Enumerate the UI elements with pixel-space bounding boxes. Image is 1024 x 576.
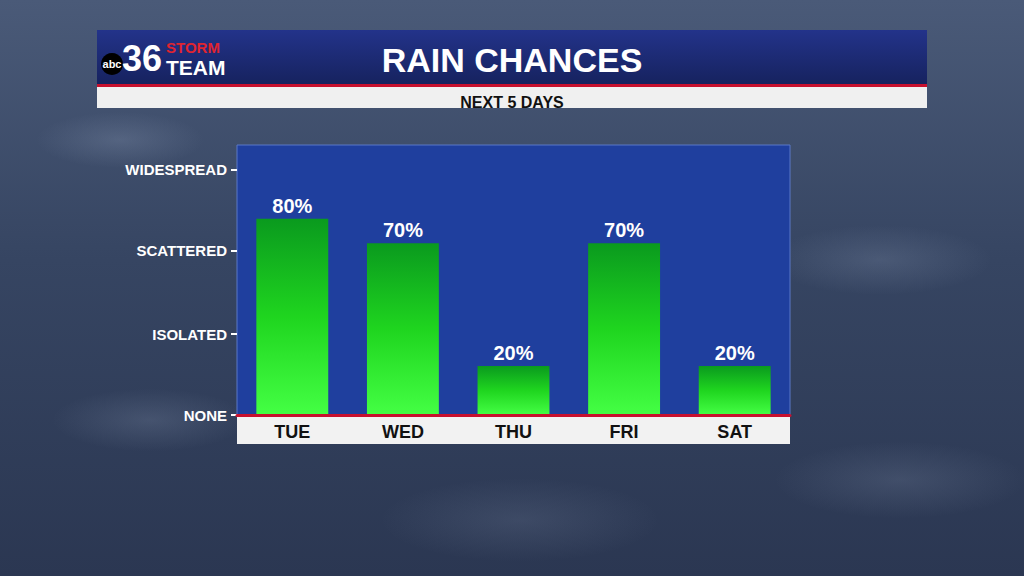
svg-text:20%: 20% xyxy=(493,342,533,364)
svg-text:NONE: NONE xyxy=(184,407,227,424)
svg-text:STORM: STORM xyxy=(166,39,220,56)
svg-text:RAIN CHANCES: RAIN CHANCES xyxy=(382,41,643,79)
svg-text:70%: 70% xyxy=(604,219,644,241)
svg-text:NEXT 5 DAYS: NEXT 5 DAYS xyxy=(460,94,564,111)
svg-text:abc: abc xyxy=(103,58,122,70)
svg-text:FRI: FRI xyxy=(610,422,639,442)
svg-text:WED: WED xyxy=(382,422,424,442)
svg-text:36: 36 xyxy=(122,38,162,79)
svg-text:TEAM: TEAM xyxy=(166,56,226,79)
svg-text:SCATTERED: SCATTERED xyxy=(136,242,227,259)
svg-text:70%: 70% xyxy=(383,219,423,241)
svg-text:TUE: TUE xyxy=(274,422,310,442)
svg-text:THU: THU xyxy=(495,422,532,442)
svg-text:ISOLATED: ISOLATED xyxy=(152,326,227,343)
svg-text:SAT: SAT xyxy=(717,422,752,442)
svg-text:WIDESPREAD: WIDESPREAD xyxy=(125,161,227,178)
svg-text:80%: 80% xyxy=(272,195,312,217)
svg-text:20%: 20% xyxy=(715,342,755,364)
